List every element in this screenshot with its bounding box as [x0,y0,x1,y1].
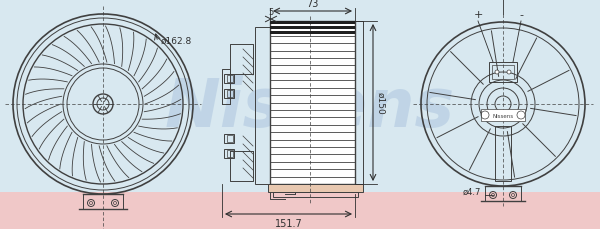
Bar [270,27,355,30]
Bar [227,91,233,98]
Text: 73: 73 [307,0,319,9]
Text: +: + [473,10,482,20]
Bar [492,66,514,80]
Bar [270,22,355,25]
Bar [270,22,355,184]
Bar [227,150,233,157]
Bar [495,126,511,181]
Bar [227,135,233,142]
Bar [224,134,234,143]
Circle shape [495,71,499,75]
Text: 5: 5 [268,8,274,17]
Bar [255,28,272,184]
Bar [270,32,355,35]
Text: ø4.7: ø4.7 [463,187,481,196]
Bar [224,149,234,158]
Bar [227,76,233,83]
Bar [268,184,363,192]
Text: -: - [519,10,523,20]
Bar [224,75,234,84]
Bar [481,109,525,121]
Bar [224,90,234,98]
Bar [489,63,517,83]
Text: 151.7: 151.7 [275,218,302,228]
Circle shape [507,71,511,75]
Text: ø162.8: ø162.8 [161,36,192,45]
Bar [355,22,363,184]
Text: Nissens: Nissens [165,75,455,140]
Bar [273,192,358,197]
Text: Nissens: Nissens [493,114,514,119]
Bar [0,192,600,229]
Text: ø150: ø150 [376,92,385,114]
